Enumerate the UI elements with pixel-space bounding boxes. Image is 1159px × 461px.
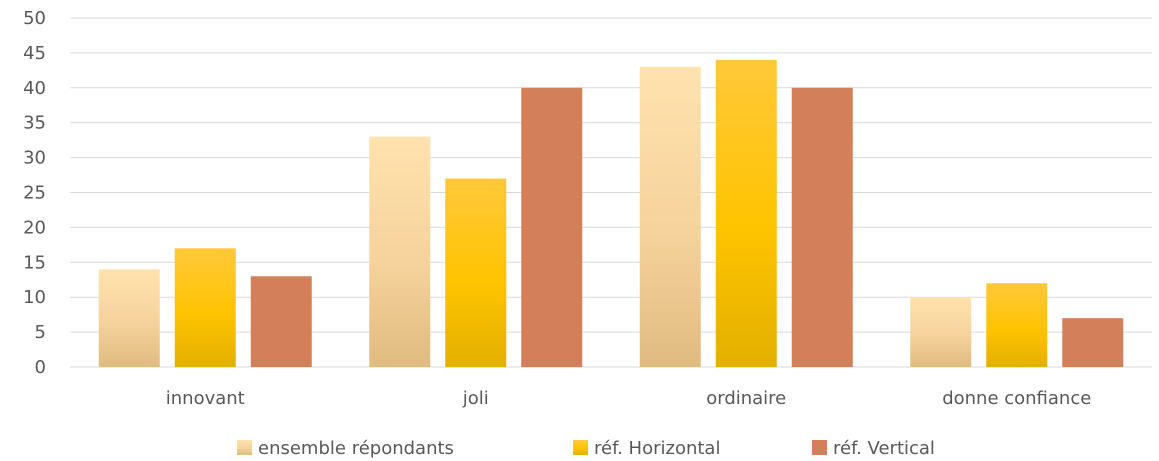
legend-label: ensemble répondants <box>258 438 454 459</box>
y-tick-label: 45 <box>23 43 46 64</box>
x-axis-category-labels: innovant joli ordinaire donne confiance <box>166 388 1092 409</box>
y-tick-label: 20 <box>23 217 46 238</box>
category-label: joli <box>462 388 489 409</box>
legend-swatch <box>812 440 827 455</box>
y-tick-label: 40 <box>23 78 46 99</box>
legend-swatch <box>573 440 588 455</box>
bar-1-2 <box>369 136 431 367</box>
bar-3-4 <box>1062 318 1124 367</box>
y-axis-tick-labels: 0 5 10 15 20 25 30 35 40 45 50 <box>23 8 46 378</box>
legend: ensemble répondants réf. Horizontal réf. V… <box>237 438 935 459</box>
legend-item: réf. Vertical <box>812 438 935 459</box>
bar-1-3 <box>639 66 701 368</box>
legend-label: réf. Horizontal <box>594 438 720 459</box>
bar-1-1 <box>98 269 160 367</box>
bar-3-1 <box>250 276 312 367</box>
bar-2-1 <box>174 248 236 367</box>
y-tick-label: 0 <box>35 357 46 378</box>
gridlines <box>70 17 1152 368</box>
y-tick-label: 5 <box>35 322 46 343</box>
legend-item: ensemble répondants <box>237 438 454 459</box>
category-label: innovant <box>166 388 245 409</box>
y-tick-label: 30 <box>23 148 46 169</box>
bar-2-3 <box>715 59 777 367</box>
category-label: donne confiance <box>942 388 1091 409</box>
bar-2-4 <box>986 283 1048 367</box>
bar-3-3 <box>791 87 853 368</box>
legend-swatch <box>237 440 252 455</box>
bar-2-2 <box>445 178 507 367</box>
legend-item: réf. Horizontal <box>573 438 720 459</box>
bars <box>98 59 1124 368</box>
bar-3-2 <box>521 87 583 368</box>
legend-label: réf. Vertical <box>833 438 935 459</box>
y-tick-label: 50 <box>23 8 46 29</box>
y-tick-label: 15 <box>23 252 46 273</box>
y-tick-label: 35 <box>23 113 46 134</box>
category-label: ordinaire <box>706 388 786 409</box>
bar-1-4 <box>910 297 972 367</box>
y-tick-label: 25 <box>23 183 46 204</box>
y-tick-label: 10 <box>23 287 46 308</box>
